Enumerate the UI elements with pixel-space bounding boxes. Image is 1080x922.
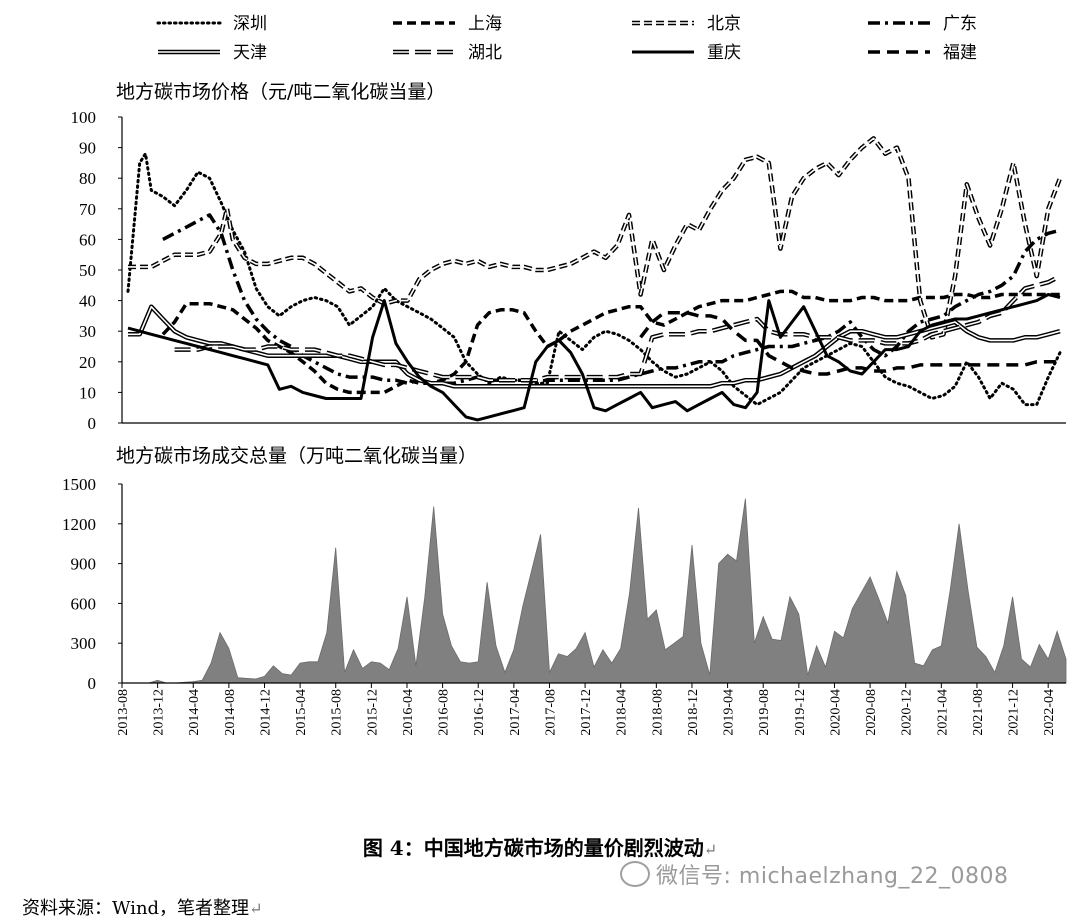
volume-x-tick-label: 2021-08: [971, 689, 986, 736]
volume-y-tick-label: 600: [71, 594, 97, 613]
legend-label: 深圳: [233, 14, 267, 34]
legend-label: 北京: [707, 14, 741, 34]
volume-x-tick-label: 2014-08: [223, 689, 238, 736]
price-chart: 0 10 20 30 40 50 60 70 80 90 100: [71, 108, 1066, 433]
price-series-line: [128, 304, 1061, 389]
legend-label: 福建: [943, 43, 977, 63]
volume-x-tick-label: 2016-04: [401, 689, 416, 736]
price-y-tick-label: 80: [79, 169, 96, 188]
volume-y-tick-label: 1200: [62, 515, 96, 534]
volume-chart-title: 地方碳市场成交总量（万吨二氧化碳当量）: [116, 445, 477, 467]
price-series-path: [127, 293, 1061, 422]
volume-area: [122, 498, 1067, 684]
price-y-tick-label: 10: [79, 383, 96, 402]
price-y-tick-label: 90: [79, 139, 96, 158]
legend-item: 深圳: [156, 14, 267, 34]
price-y-tick-label: 70: [79, 200, 96, 219]
legend-label: 重庆: [707, 43, 741, 63]
volume-x-tick-label: 2021-04: [935, 689, 950, 736]
legend-item: 重庆: [632, 43, 741, 63]
volume-x-tick-label: 2015-04: [294, 689, 309, 736]
price-series-line: [162, 213, 1061, 385]
volume-y-tick-label: 300: [71, 634, 97, 653]
legend-label: 广东: [943, 14, 977, 34]
volume-x-tick-label: 2014-04: [187, 689, 202, 736]
volume-x-tick-label: 2018-08: [650, 689, 665, 736]
volume-x-tick-label: 2022-04: [1042, 689, 1057, 736]
price-series-line: [639, 311, 1060, 376]
legend-item: 广东: [868, 14, 977, 34]
price-y-tick-label: 0: [88, 414, 97, 433]
volume-x-tick-label: 2017-08: [543, 689, 558, 736]
price-series-line: [127, 293, 1061, 422]
volume-x-tick-label: 2019-12: [793, 689, 808, 736]
volume-x-tick-label: 2015-12: [365, 689, 380, 736]
price-series-path: [126, 152, 1062, 407]
legend-item: 福建: [868, 43, 977, 63]
volume-x-tick-label: 2016-08: [437, 689, 452, 736]
price-series-path: [639, 311, 1060, 376]
legend-item: 北京: [632, 14, 741, 34]
volume-x-tick-label: 2017-12: [579, 689, 594, 736]
price-series-path: [128, 137, 1061, 339]
volume-y-tick-label: 0: [88, 674, 97, 693]
legend-item: 湖北: [393, 43, 502, 63]
price-y-tick-label: 100: [71, 108, 97, 127]
figure-caption: 图 4：中国地方碳市场的量价剧烈波动↵: [362, 836, 718, 860]
volume-x-tick-label: 2019-08: [757, 689, 772, 736]
price-series-path: [128, 305, 1061, 388]
volume-x-tick-label: 2018-04: [615, 689, 630, 736]
price-y-tick-label: 20: [79, 353, 96, 372]
price-y-tick-label: 40: [79, 292, 96, 311]
volume-y-tick-label: 1500: [62, 475, 96, 494]
price-series-line: [128, 136, 1063, 340]
volume-x-tick-label: 2014-12: [258, 689, 273, 736]
volume-x-tick-label: 2016-12: [472, 689, 487, 736]
legend-label: 湖北: [468, 43, 502, 63]
volume-x-tick-label: 2021-12: [1007, 689, 1022, 736]
price-series-line: [126, 152, 1062, 407]
volume-x-tick-label: 2020-08: [864, 689, 879, 736]
legend-item: 天津: [158, 43, 267, 63]
price-chart-title: 地方碳市场价格（元/吨二氧化碳当量）: [116, 81, 445, 103]
volume-chart: 0 300 600 900 1200 1500 2013-08 2013-12 2014-04 2…: [62, 475, 1067, 736]
price-y-tick-label: 30: [79, 322, 96, 341]
price-y-tick-label: 60: [79, 230, 96, 249]
source-note: 资料来源：Wind，笔者整理↵: [22, 898, 263, 919]
volume-x-tick-label: 2017-04: [508, 689, 523, 736]
volume-y-tick-label: 900: [71, 555, 97, 574]
price-series-path: [161, 289, 1060, 395]
volume-x-tick-label: 2013-12: [152, 689, 167, 736]
wechat-watermark: 微信号: michaelzhang_22_0808: [620, 858, 1008, 890]
legend-label: 天津: [233, 43, 267, 63]
volume-x-tick-label: 2020-04: [828, 689, 843, 736]
volume-x-tick-label: 2018-12: [686, 689, 701, 736]
price-series-line: [161, 289, 1060, 395]
volume-x-tick-label: 2015-08: [330, 689, 345, 736]
legend-item: 上海: [393, 14, 502, 34]
volume-x-tick-label: 2020-12: [900, 689, 915, 736]
volume-x-tick-label: 2013-08: [116, 689, 131, 736]
legend-label: 上海: [468, 14, 502, 34]
volume-x-tick-label: 2019-04: [722, 689, 737, 736]
price-series-path: [162, 213, 1061, 385]
wechat-icon: [620, 861, 650, 887]
price-y-tick-label: 50: [79, 261, 96, 280]
